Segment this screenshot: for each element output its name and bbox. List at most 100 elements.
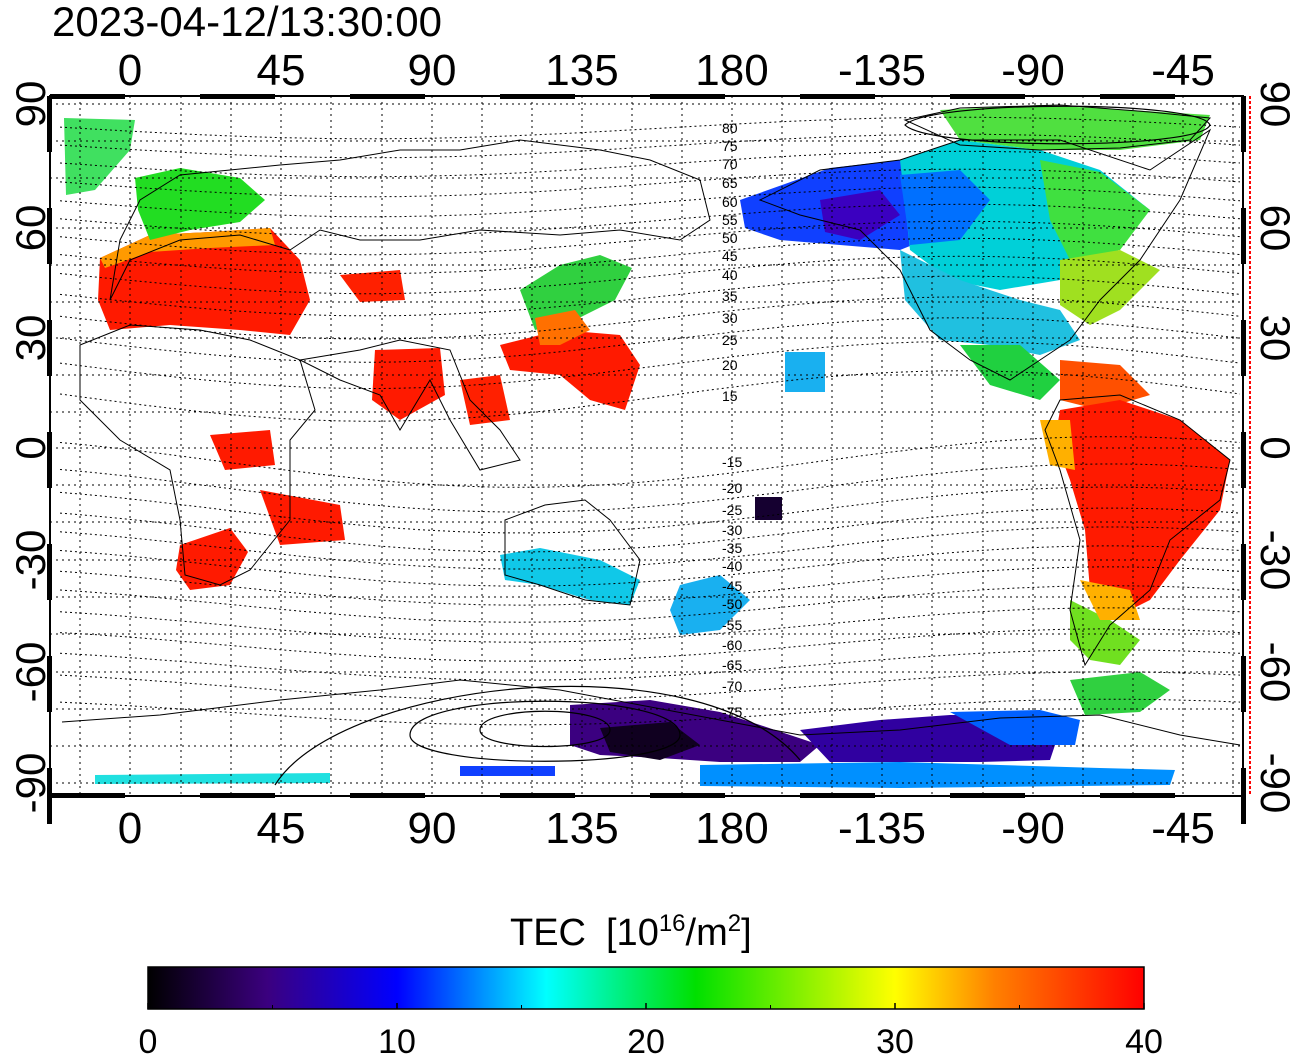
contour-label: 35 xyxy=(722,288,738,304)
contour-line xyxy=(59,203,1241,237)
frame-dash-bottom xyxy=(500,793,575,798)
tec-region-japan xyxy=(520,255,632,330)
contour-label: -20 xyxy=(722,480,742,496)
bottom-lon-ticks: 0 45 90 135 180 -135 -90 -45 xyxy=(118,804,1215,853)
frame-dash-top xyxy=(50,94,125,99)
contour-label: 45 xyxy=(722,248,738,264)
contour-line xyxy=(59,116,1241,140)
contour-line xyxy=(59,168,1241,198)
frame-dash-right xyxy=(1241,208,1246,264)
tec-region-us xyxy=(900,250,1080,355)
contour-line xyxy=(59,649,1241,681)
contour-label: -40 xyxy=(722,558,742,574)
contour-line xyxy=(59,545,1241,587)
contour-label: -60 xyxy=(722,637,742,653)
top-lon-ticks: 0 45 90 135 180 -135 -90 -45 xyxy=(118,46,1215,95)
frame-dash-left xyxy=(47,656,52,712)
bottom-lon-tick-label: 90 xyxy=(408,804,457,853)
left-lat-ticks: 90 60 30 0 -30 -60 -90 xyxy=(7,81,54,814)
tec-region-new-zealand xyxy=(670,575,750,635)
contour-line xyxy=(59,317,1241,363)
top-lon-tick-label: 135 xyxy=(545,46,618,95)
contour-label: 65 xyxy=(722,175,738,191)
coast-antarctica xyxy=(61,679,1241,746)
coast-greenland xyxy=(903,104,1212,151)
right-lat-tick-label: 0 xyxy=(1252,436,1294,459)
top-lon-tick-label: 90 xyxy=(408,46,457,95)
frame-dash-right xyxy=(1241,656,1246,712)
frame-dash-left xyxy=(47,432,52,488)
frame-dash-bottom xyxy=(950,793,1025,798)
contour-line xyxy=(59,186,1241,218)
tec-region-korea-edge xyxy=(535,310,590,345)
contour-lines xyxy=(59,116,1241,726)
contour-south-pole-mid xyxy=(409,700,681,762)
bottom-lon-tick-label: 45 xyxy=(257,804,306,853)
frame-dash-right xyxy=(1241,432,1246,488)
contour-label: -65 xyxy=(722,657,742,673)
top-lon-tick-label: 45 xyxy=(257,46,306,95)
coast-africa xyxy=(79,324,316,586)
frame-dash-top xyxy=(200,94,275,99)
left-lat-tick-label: -30 xyxy=(7,530,54,591)
tec-region-antarctica-dark xyxy=(600,722,700,760)
contour-label: -70 xyxy=(722,678,742,694)
colorbar-title: TEC [1016/m2] xyxy=(510,910,752,954)
contour-label: 20 xyxy=(722,357,738,373)
tec-region-sa-west-edge xyxy=(1040,420,1075,470)
contour-line xyxy=(59,585,1241,623)
frame-dash-right xyxy=(1241,768,1246,824)
frame-dash-bottom xyxy=(800,793,875,798)
contour-label: -30 xyxy=(722,522,742,538)
colorbar-unit-exp2: 2 xyxy=(728,910,741,937)
frame-dash-right xyxy=(1241,96,1246,152)
top-lon-tick-label: 0 xyxy=(118,46,142,95)
colorbar-unit-mid: /m xyxy=(686,912,728,954)
contour-label: -50 xyxy=(722,596,742,612)
top-lon-tick-label: 180 xyxy=(695,46,768,95)
frame-dash-top xyxy=(650,94,725,99)
tec-region-drake xyxy=(1070,672,1170,715)
bottom-lon-tick-label: 0 xyxy=(118,804,142,853)
timestamp: 2023-04-12/13:30:00 xyxy=(52,0,442,45)
left-lat-tick-label: 90 xyxy=(7,81,54,128)
contour-label: -35 xyxy=(722,540,742,556)
frame-dash-left xyxy=(47,768,52,824)
map-panel: 80 75 70 65 60 55 50 45 40 35 30 25 20 15 -15 -20 -25 -30… xyxy=(47,94,1251,824)
bottom-lon-tick-label: 135 xyxy=(545,804,618,853)
contour-label: 70 xyxy=(722,156,738,172)
contour-label-group: 80 75 70 65 60 55 50 45 40 35 30 25 20 15 -15 -20 -25 -30… xyxy=(722,120,742,720)
tec-region-east-asia xyxy=(500,330,640,410)
contour-label: 80 xyxy=(722,120,738,136)
contour-line xyxy=(59,275,1241,317)
tec-region-antarctic-band-center xyxy=(460,766,555,776)
colorbar-tick-label: 40 xyxy=(1125,1023,1163,1057)
tec-region-scandinavia xyxy=(135,168,265,240)
colorbar-tick-label: 30 xyxy=(876,1023,914,1057)
colorbar-unit-exp: 16 xyxy=(659,910,686,937)
right-lat-tick-label: 30 xyxy=(1252,315,1294,362)
contour-label: -75 xyxy=(722,704,742,720)
lat-lon-grid xyxy=(50,96,1243,796)
right-lat-tick-label: 90 xyxy=(1252,81,1294,128)
colorbar-unit-end: ] xyxy=(741,912,752,954)
coast-europe xyxy=(109,139,711,301)
tec-region-antarctic-band xyxy=(700,762,1175,788)
contour-north-pole xyxy=(904,105,1211,145)
contour-label: 50 xyxy=(722,230,738,246)
frame-dash-bottom xyxy=(350,793,425,798)
colorbar xyxy=(147,966,1145,1010)
contour-label: 55 xyxy=(722,212,738,228)
bottom-lon-tick-label: 180 xyxy=(695,804,768,853)
left-lat-tick-label: -90 xyxy=(7,753,54,814)
contour-label: 25 xyxy=(722,332,738,348)
tec-region-mexico xyxy=(960,345,1060,400)
right-lat-tick-label: -30 xyxy=(1252,530,1294,591)
frame-dash-top xyxy=(350,94,425,99)
tec-region-europe-edge xyxy=(100,228,275,268)
colorbar-unit-base: [10 xyxy=(606,912,659,954)
contour-label: -45 xyxy=(722,578,742,594)
tec-region-arctic-top xyxy=(940,105,1210,150)
tec-region-central-africa xyxy=(210,430,275,470)
